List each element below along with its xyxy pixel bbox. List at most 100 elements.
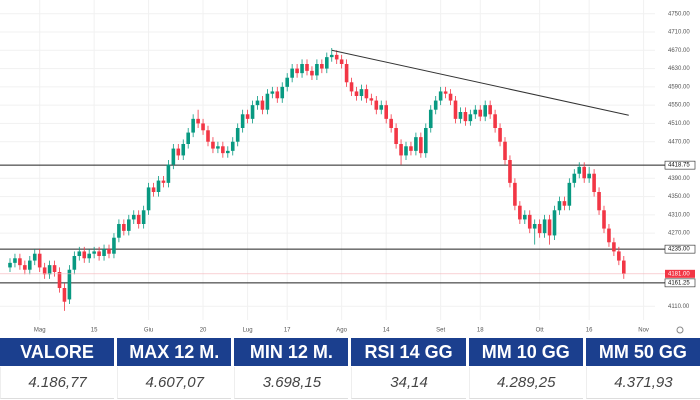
level-label-box <box>664 160 696 170</box>
candle-body <box>409 146 413 151</box>
y-tick-label: 4110.00 <box>668 304 690 310</box>
y-tick-label: 4350.00 <box>668 194 690 200</box>
table-cell: 4.371,93 <box>585 367 700 399</box>
candle-body <box>513 182 517 206</box>
table-header: MM 50 GG <box>585 338 700 366</box>
candle-body <box>329 54 334 58</box>
table-cell: 34,14 <box>351 367 466 399</box>
candle-body <box>399 144 403 156</box>
candle-body <box>136 214 141 224</box>
candle-body <box>62 288 67 302</box>
candle-body <box>131 214 136 220</box>
candle-body <box>42 267 47 275</box>
candle-body <box>260 100 265 110</box>
candle-body <box>127 219 131 231</box>
stats-table: VALORE MAX 12 M. MIN 12 M. RSI 14 GG MM 10 G… <box>0 338 700 400</box>
candle-body <box>300 64 304 74</box>
candle-body <box>320 64 324 69</box>
candle-body <box>156 180 161 192</box>
candle-body <box>592 173 596 192</box>
candle-body <box>443 91 448 94</box>
candle-body <box>23 265 27 270</box>
candle-body <box>211 141 215 149</box>
candle-body <box>542 219 547 234</box>
candle-body <box>404 146 408 156</box>
candle-body <box>245 114 250 119</box>
candle-body <box>13 258 17 263</box>
settings-icon[interactable] <box>676 326 684 334</box>
y-tick-label: 4670.00 <box>668 48 690 54</box>
candle-body <box>82 251 87 259</box>
x-tick-label: 20 <box>200 328 207 334</box>
x-tick-label: 14 <box>383 328 390 334</box>
level-label: 4418.75 <box>668 163 690 169</box>
last-price-label: 4181.00 <box>668 271 690 277</box>
last-price-box <box>665 269 695 278</box>
table-header: MAX 12 M. <box>117 338 232 366</box>
y-tick-label: 4310.00 <box>668 212 690 218</box>
candle-body <box>389 118 393 128</box>
x-tick-label: Lug <box>243 328 253 334</box>
candle-body <box>310 70 314 76</box>
candle-body <box>518 205 522 220</box>
candle-body <box>18 258 22 266</box>
candle-body <box>567 182 572 206</box>
candle-body <box>617 251 621 261</box>
candle-body <box>250 105 255 119</box>
candle-body <box>176 148 181 156</box>
candle-body <box>255 100 260 106</box>
candle-body <box>206 130 210 142</box>
x-tick-label: 18 <box>477 328 484 334</box>
candle-body <box>438 91 443 101</box>
y-tick-label: 4390.00 <box>668 176 690 182</box>
candle-body <box>230 141 235 151</box>
x-tick-label: 16 <box>586 328 593 334</box>
candle-body <box>493 114 497 128</box>
candle-body <box>240 114 245 128</box>
candle-body <box>191 118 195 133</box>
candle-body <box>354 91 359 96</box>
candle-body <box>498 128 502 142</box>
candle-body <box>226 150 230 154</box>
candle-body <box>295 68 299 74</box>
level-label-box <box>664 278 696 288</box>
x-tick-label: 17 <box>284 328 291 334</box>
candle-body <box>112 237 116 254</box>
candle-body <box>28 260 32 270</box>
candle-body <box>622 260 626 274</box>
table-header: VALORE <box>0 338 115 366</box>
candle-body <box>72 256 77 270</box>
candle-body <box>122 224 126 231</box>
candle-body <box>166 164 171 183</box>
level-label: 4235.00 <box>668 247 690 253</box>
candle-body <box>305 64 309 71</box>
candle-body <box>161 180 166 183</box>
candle-body <box>275 91 280 99</box>
candle-body <box>334 54 339 60</box>
candle-body <box>349 82 354 92</box>
candle-body <box>97 251 101 256</box>
candle-body <box>424 128 428 154</box>
y-tick-label: 4510.00 <box>668 121 690 127</box>
candle-body <box>453 100 458 119</box>
y-tick-label: 4470.00 <box>668 139 690 145</box>
candle-body <box>562 201 567 206</box>
candle-body <box>448 93 453 101</box>
candle-body <box>216 146 220 149</box>
candle-body <box>146 187 151 211</box>
y-tick-label: 4710.00 <box>668 30 690 36</box>
candle-body <box>285 77 289 87</box>
candle-body <box>344 64 349 83</box>
x-tick-label: Giu <box>144 328 153 334</box>
candle-body <box>52 265 57 272</box>
candle-body <box>508 160 512 183</box>
candle-body <box>57 272 62 288</box>
y-tick-label: 4590.00 <box>668 84 690 90</box>
candle-body <box>572 173 577 183</box>
candle-body <box>280 86 285 99</box>
candle-body <box>369 98 374 101</box>
table-cell: 3.698,15 <box>234 367 349 399</box>
candle-body <box>196 118 200 124</box>
table-cell: 4.186,77 <box>0 367 115 399</box>
